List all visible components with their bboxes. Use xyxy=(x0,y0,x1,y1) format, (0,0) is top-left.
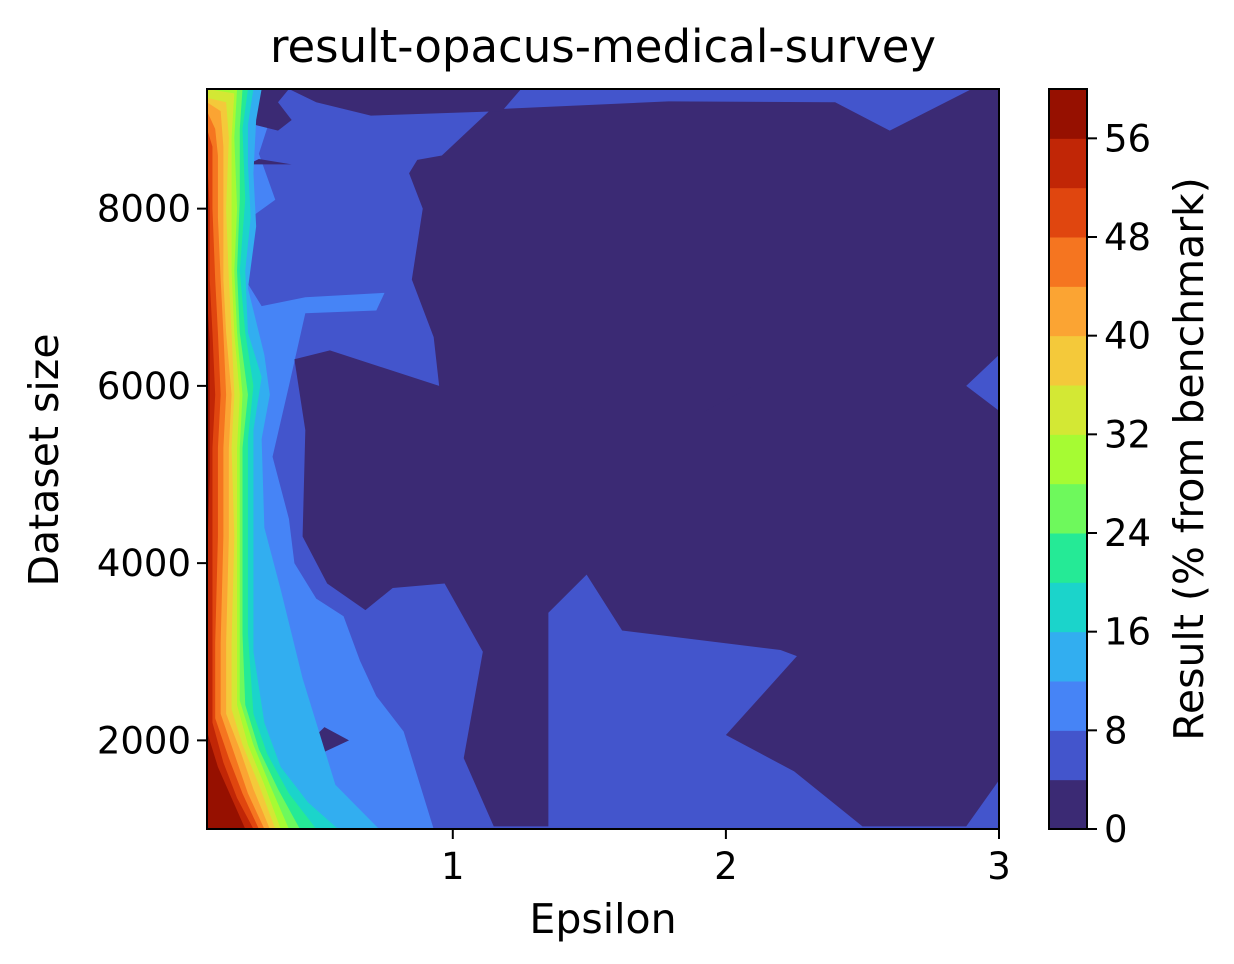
y-axis-label: Dataset size xyxy=(20,333,68,586)
colorbar-segment xyxy=(1049,730,1087,781)
x-tick-label: 1 xyxy=(441,845,465,888)
chart-title: result-opacus-medical-survey xyxy=(270,20,936,73)
colorbar-segment xyxy=(1049,434,1087,485)
contour-region-0-4 xyxy=(247,159,292,165)
colorbar-segment xyxy=(1049,89,1087,139)
colorbar-segment xyxy=(1049,681,1087,731)
colorbar-tick-label: 8 xyxy=(1104,709,1128,752)
colorbar-label: Result (% from benchmark) xyxy=(1165,177,1213,741)
colorbar-segment xyxy=(1049,335,1087,386)
contour-layer xyxy=(207,89,999,829)
plot-area xyxy=(207,89,999,829)
plot-frame xyxy=(206,88,1000,830)
contour-region-0-4 xyxy=(288,89,522,116)
y-tick-label: 8000 xyxy=(97,188,191,231)
x-axis-label: Epsilon xyxy=(529,895,676,943)
colorbar-segment xyxy=(1049,138,1087,189)
y-tick-label: 4000 xyxy=(97,542,191,585)
x-axis: 1 2 3 xyxy=(441,829,1011,888)
y-tick-label: 6000 xyxy=(97,365,191,408)
colorbar xyxy=(1049,89,1087,830)
colorbar-tick-label: 56 xyxy=(1104,117,1151,160)
colorbar-segment xyxy=(1049,483,1087,534)
contour-region-0-4 xyxy=(676,338,754,412)
x-tick-label: 3 xyxy=(987,845,1011,888)
colorbar-segment xyxy=(1049,237,1087,287)
y-axis: 2000 4000 6000 8000 xyxy=(97,188,207,762)
contour-band-56-60 xyxy=(207,226,246,829)
colorbar-segment xyxy=(1049,631,1087,682)
colorbar-tick-label: 24 xyxy=(1104,512,1151,555)
colorbar-segment xyxy=(1049,533,1087,583)
contour-region-0-4 xyxy=(294,89,999,827)
colorbar-segment xyxy=(1049,187,1087,238)
x-tick-label: 2 xyxy=(714,845,738,888)
colorbar-segment xyxy=(1049,582,1087,633)
y-tick-label: 2000 xyxy=(97,719,191,762)
colorbar-segment xyxy=(1049,286,1087,337)
colorbar-ticks: 0 8 16 24 32 40 48 56 xyxy=(1087,117,1151,851)
colorbar-tick-label: 0 xyxy=(1104,808,1128,851)
contour-region-0-4 xyxy=(253,89,292,131)
contour-band-40-44 xyxy=(207,102,270,829)
colorbar-tick-label: 40 xyxy=(1104,315,1151,358)
contour-region-0-4 xyxy=(551,337,623,413)
colorbar-segment xyxy=(1049,385,1087,435)
colorbar-tick-label: 48 xyxy=(1104,216,1151,259)
colorbar-frame xyxy=(1048,88,1088,830)
colorbar-segment xyxy=(1049,779,1087,830)
colorbar-tick-label: 16 xyxy=(1104,611,1151,654)
colorbar-tick-label: 32 xyxy=(1104,413,1151,456)
